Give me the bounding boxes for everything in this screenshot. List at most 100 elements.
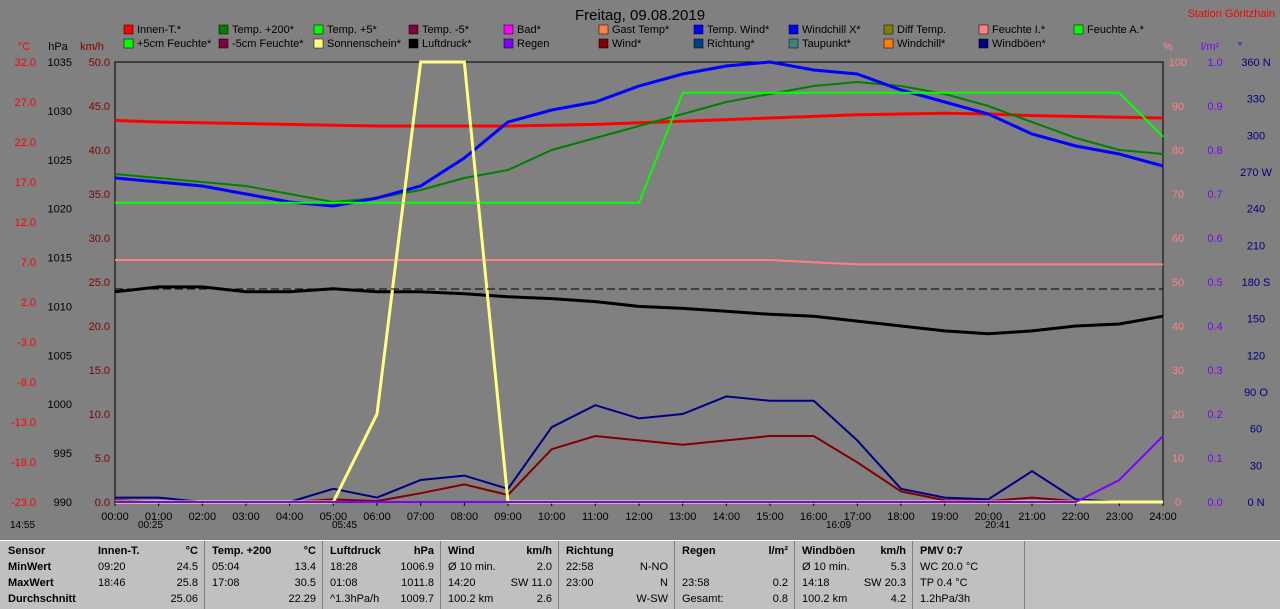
series-line [115,91,1164,204]
stats-cell-left: 100.2 km [802,593,848,605]
time-tick: 07:00 [407,511,435,523]
kmh-tick: 10.0 [89,409,110,421]
rain-tick: 0.1 [1207,453,1222,465]
stats-column: Luftdruck hPa 18:28 1006.9 01:08 1011.8 ^1.3hP… [324,541,441,609]
legend-swatch [978,24,989,35]
celsius-tick: 17.0 [15,177,36,189]
stats-cell-right: 24.5 [176,561,198,573]
legend-label: Temp. Wind* [707,24,770,36]
stats-cell-right: 22.29 [288,593,316,605]
stats-column-header: Regen l/m² [682,543,788,559]
legend-swatch [408,24,419,35]
kmh-tick: 15.0 [89,365,110,377]
legend-label: Richtung* [707,38,755,50]
stats-cell-left: 100.2 km [448,593,494,605]
stats-cell-left: 17:08 [212,577,240,589]
legend-swatch [883,24,894,35]
sunset-marker: 20:41 [985,520,1011,531]
time-tick: 12:00 [625,511,653,523]
row-label-sensor: Sensor [8,545,46,557]
hpa-tick: 1030 [48,106,72,118]
direction-tick: 360 N [1241,57,1270,69]
time-tick: 05:00 [320,511,348,523]
direction-tick: 330 [1247,94,1265,106]
stats-cell-row: 100.2 km 4.2 [802,591,906,607]
noon-marker: 16:09 [826,520,852,531]
stats-cell-row: WC 20.0 °C [920,559,1018,575]
stats-cell-left: 1.2hPa/3h [920,593,971,605]
stats-cell-left: Gesamt: [682,593,724,605]
legend-swatch [313,38,324,49]
stats-column: Wind km/h Ø 10 min. 2.0 14:20 SW 11.0 100.2 km… [442,541,559,609]
stats-cell-left: 14:20 [448,577,476,589]
sun-marker-1: 14:55 [10,520,36,531]
stats-column-header: Innen-T. °C [98,543,198,559]
stats-cell-right: 4.2 [890,593,906,605]
stats-cell-right: 25.8 [176,577,198,589]
kmh-tick: 40.0 [89,145,110,157]
stats-column: Windböen km/h Ø 10 min. 5.3 14:18 SW 20.3 100.… [796,541,913,609]
kmh-tick: 45.0 [89,101,110,113]
stats-cell-right: 1011.8 [401,577,434,589]
axis-unit-labels: °C hPa km/h % l/m² ° [18,41,1242,53]
time-tick: 23:00 [1106,511,1134,523]
stats-cell-right: 0.2 [772,577,788,589]
time-tick: 22:00 [1062,511,1090,523]
percent-tick: 90 [1172,101,1184,113]
rain-tick: 0.4 [1207,321,1222,333]
percent-tick: 30 [1172,365,1184,377]
legend-swatch [788,38,799,49]
time-tick: 19:00 [931,511,959,523]
time-tick: 13:00 [669,511,697,523]
stats-cell-row: 01:08 1011.8 [330,575,434,591]
percent-tick: 80 [1172,145,1184,157]
column-unit: °C [185,545,198,557]
stats-column-header: Windböen km/h [802,543,906,559]
series-line [115,435,1164,503]
celsius-tick: 32.0 [15,57,36,69]
legend-swatch [788,24,799,35]
sunrise-marker: 00:25 [138,520,164,531]
legend-label: Feuchte I.* [992,24,1046,36]
column-title: Temp. +200 [212,545,272,557]
stats-cell-left: 18:46 [98,577,126,589]
direction-tick: 300 [1247,130,1265,142]
time-tick: 03:00 [232,511,260,523]
column-title: Wind [448,545,475,557]
kmh-unit: km/h [80,41,104,53]
stats-cell-right: 2.6 [536,593,552,605]
stats-cell-row: TP 0.4 °C [920,575,1018,591]
stats-cell-right: W-SW [636,593,668,605]
legend-swatch [693,24,704,35]
percent-tick: 100 [1169,57,1187,69]
legend-label: +5cm Feuchte* [137,38,212,50]
celsius-tick: 22.0 [15,137,36,149]
kmh-tick: 25.0 [89,277,110,289]
stats-column: Temp. +200 °C 05:04 13.4 17:08 30.5 22.29 [206,541,323,609]
percent-tick: 20 [1172,409,1184,421]
stats-column-header: Luftdruck hPa [330,543,434,559]
kmh-tick: 20.0 [89,321,110,333]
stats-column-header: Wind km/h [448,543,552,559]
time-tick: 10:00 [538,511,566,523]
legend-swatch [598,38,609,49]
stats-cell-right: SW 11.0 [510,577,552,589]
time-tick: 18:00 [887,511,915,523]
stats-cell-row: 25.06 [98,591,198,607]
legend-swatch [503,38,514,49]
time-tick: 16:00 [800,511,828,523]
stats-column-header: Temp. +200 °C [212,543,316,559]
column-title: Richtung [566,545,614,557]
legend-label: Taupunkt* [802,38,852,50]
legend-label: Innen-T.* [137,24,182,36]
kmh-tick: 50.0 [89,57,110,69]
stats-cell-right: 2.0 [536,561,552,573]
stats-cell-right: 0.8 [772,593,788,605]
legend-swatch [978,38,989,49]
stats-cell-row: W-SW [566,591,668,607]
hpa-tick: 1025 [48,155,72,167]
hpa-tick: 1015 [48,253,72,265]
hpa-tick: 990 [54,497,72,509]
time-tick: 11:00 [582,511,609,523]
rain-tick: 0.5 [1207,277,1222,289]
